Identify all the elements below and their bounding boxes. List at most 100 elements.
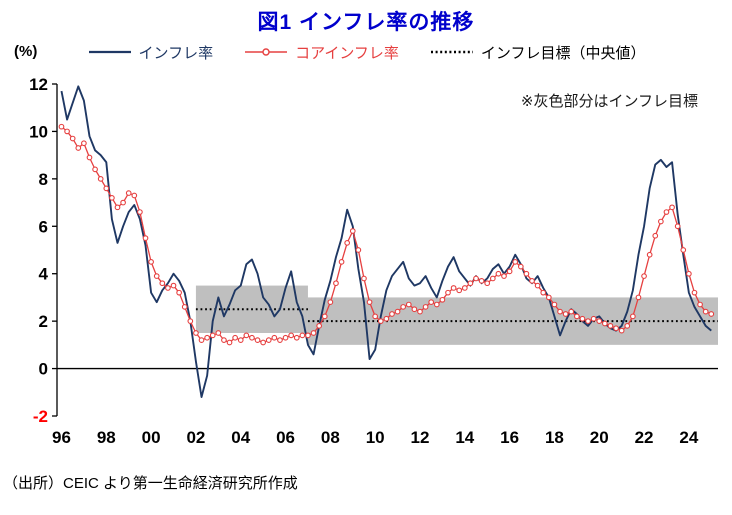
core-inflation-marker [551,301,558,308]
core-inflation-marker [630,313,636,320]
core-inflation-marker [607,323,614,329]
core-inflation-marker [137,209,143,215]
core-inflation-marker [484,280,491,287]
inflation-line [60,85,712,398]
core-inflation-marker [445,289,451,296]
core-inflation-marker [562,311,569,317]
core-inflation-marker [450,285,457,291]
core-inflation-marker [400,304,407,310]
core-inflation-marker [305,332,311,339]
source-note: （出所）CEIC より第一生命経済研究所作成 [3,475,298,492]
core-inflation-marker [125,190,132,196]
core-inflation-marker [142,235,149,241]
core-inflation-marker [310,330,317,336]
core-inflation-marker [417,308,423,315]
core-inflation-marker [585,318,591,324]
core-inflation-marker [81,140,87,147]
core-inflation-marker [69,135,76,142]
core-inflation-marker [293,334,300,341]
x-tick-label: 24 [679,428,698,447]
core-inflation-marker [686,270,692,277]
core-inflation-marker [237,337,244,343]
x-tick-label: 12 [411,428,430,447]
legend-label-inflation-rate: インフレ率 [138,44,214,62]
core-inflation-marker [58,123,65,130]
core-inflation-marker [433,301,440,308]
core-inflation-marker [226,339,233,346]
core-inflation-marker [109,194,115,201]
core-inflation-marker [557,308,563,315]
core-inflation-marker [193,330,199,336]
x-tick-label: 22 [635,428,654,447]
core-inflation-marker [613,325,619,332]
core-inflation-marker [299,332,306,339]
core-inflation-marker [377,318,384,324]
core-inflation-marker [534,282,541,289]
core-inflation-marker [75,145,82,151]
core-inflation-marker [159,280,166,287]
core-inflation-marker [579,315,586,322]
core-inflation-marker [153,273,160,279]
core-inflation-marker [92,166,98,173]
core-inflation-marker [624,323,631,329]
x-tick-label: 02 [186,428,205,447]
core-inflation-marker [232,334,238,341]
core-inflation-marker [86,154,93,161]
core-inflation-line-swatch-icon [245,48,288,56]
core-inflation-marker [428,299,435,306]
core-inflation-marker [669,204,675,211]
core-inflation-marker [103,185,110,192]
x-tick-label: 08 [321,428,340,447]
core-inflation-marker [702,308,709,315]
y-tick-label: 6 [39,217,48,236]
core-inflation-marker [366,299,373,306]
core-inflation-marker [114,204,121,211]
legend-items: インフレ率 コアインフレ率 インフレ目標（中央値） [0,36,732,68]
core-inflation-marker [467,280,474,287]
chart-title: 図1 インフレ率の推移 [257,11,475,34]
core-inflation-marker [349,228,356,234]
core-inflation-marker [618,327,625,334]
core-inflation-marker [523,270,530,277]
core-inflation-marker [176,289,182,296]
core-inflation-marker [405,301,412,308]
core-inflation-marker [422,304,429,310]
core-inflation-marker [691,289,698,296]
x-tick-label: 96 [52,428,71,447]
core-inflation-marker [646,251,653,258]
x-tick-label: 10 [366,428,385,447]
core-inflation-marker [170,282,177,289]
core-inflation-marker [316,323,323,329]
core-inflation-marker [181,304,188,310]
core-inflation-marker [64,128,70,135]
core-inflation-marker [97,176,104,182]
core-inflation-marker [680,247,687,253]
core-inflation-marker [708,311,715,317]
core-inflation-marker [254,337,261,343]
core-inflation-marker [489,275,496,282]
core-inflation-marker [333,280,339,287]
core-inflation-marker [439,296,446,303]
core-inflation-marker [288,332,295,339]
legend-item-inflation-target: インフレ目標（中央値） [429,42,646,63]
core-inflation-marker [209,332,216,339]
core-inflation-marker [361,275,367,282]
core-inflation-marker [568,308,575,315]
y-tick-label: 2 [39,312,48,331]
core-inflation-marker [506,268,513,275]
core-inflation-marker [601,320,608,327]
x-tick-label: 98 [97,428,116,447]
core-inflation-marker [652,232,659,239]
core-inflation-marker [674,223,681,230]
core-inflation-marker [473,275,479,282]
legend-item-inflation-rate: インフレ率 [87,42,214,63]
core-inflation-marker [187,318,194,324]
core-inflation-marker [204,334,210,341]
legend-label-inflation-target: インフレ目標（中央値） [480,44,646,62]
x-tick-label: 04 [231,428,250,447]
core-inflation-marker [215,330,222,336]
core-inflation-marker [327,299,334,306]
x-tick-label: 16 [500,428,519,447]
inflation-line-swatch-icon [88,50,131,54]
